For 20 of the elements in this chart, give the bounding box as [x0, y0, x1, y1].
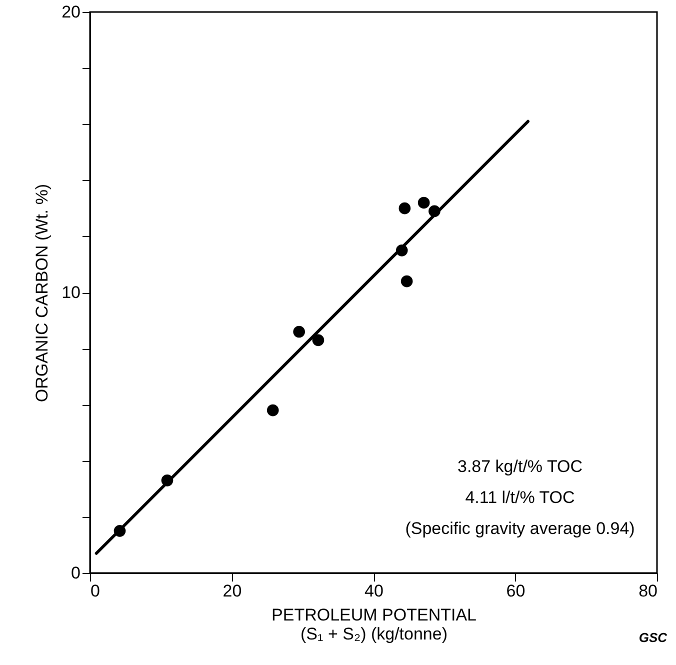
annotation: (Specific gravity average 0.94) [405, 519, 635, 538]
x-tick-label: 40 [364, 582, 384, 600]
y-tick-label: 10 [62, 283, 80, 302]
annotation: 4.11 l/t/% TOC [465, 488, 575, 507]
point [400, 275, 413, 288]
y-tick-label: 20 [62, 2, 80, 22]
point [266, 404, 279, 416]
y-tick-label: 0 [71, 564, 80, 582]
x-tick-label: 20 [222, 582, 242, 600]
point [398, 202, 411, 214]
y-axis-title: ORGANIC CARBON (Wt. %) [32, 184, 52, 402]
x-tick-label: 80 [638, 582, 658, 600]
point [312, 334, 324, 346]
x-axis-title: PETROLEUM POTENTIAL (S₁ + S₂) (kg/tonne) [272, 606, 476, 644]
text: GSC [638, 630, 668, 645]
x-tick-label: 60 [506, 582, 526, 600]
point [293, 326, 305, 338]
point [418, 196, 430, 209]
x-tick-label: 0 [90, 582, 100, 600]
annotation: 3.87 kg/t/% TOC [457, 457, 583, 476]
